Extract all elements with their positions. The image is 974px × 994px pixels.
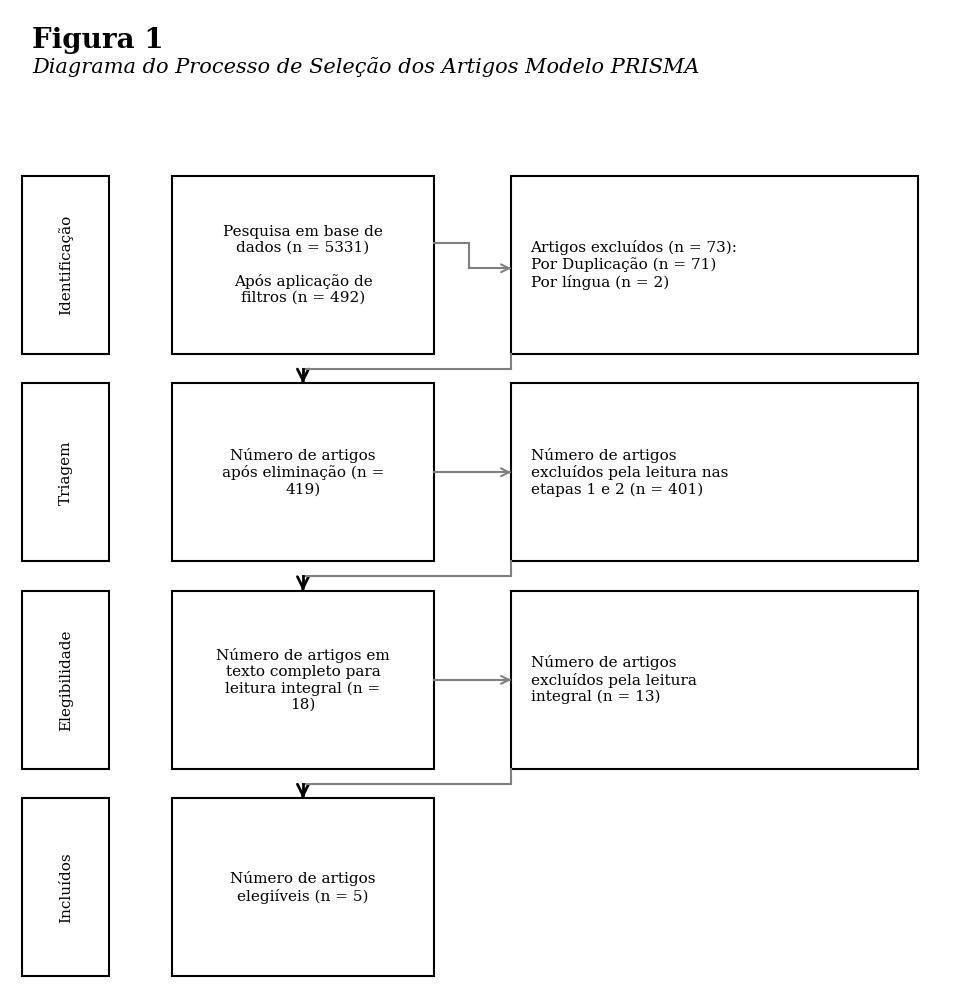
- Text: Número de artigos
excluídos pela leitura nas
etapas 1 e 2 (n = 401): Número de artigos excluídos pela leitura…: [531, 447, 728, 497]
- Text: Elegibilidade: Elegibilidade: [58, 629, 73, 731]
- FancyBboxPatch shape: [511, 590, 918, 768]
- FancyBboxPatch shape: [511, 176, 918, 354]
- Text: Número de artigos
elegiíveis (n = 5): Número de artigos elegiíveis (n = 5): [230, 871, 376, 904]
- Text: Incluídos: Incluídos: [58, 852, 73, 922]
- Text: Número de artigos
após eliminação (n =
419): Número de artigos após eliminação (n = 4…: [222, 448, 384, 497]
- FancyBboxPatch shape: [172, 798, 433, 976]
- Text: Triagem: Triagem: [58, 440, 73, 505]
- Text: Pesquisa em base de
dados (n = 5331)

Após aplicação de
filtros (n = 492): Pesquisa em base de dados (n = 5331) Apó…: [223, 225, 383, 305]
- Text: Artigos excluídos (n = 73):
Por Duplicação (n = 71)
Por língua (n = 2): Artigos excluídos (n = 73): Por Duplicaç…: [531, 240, 737, 289]
- FancyBboxPatch shape: [22, 384, 109, 562]
- Text: Número de artigos em
texto completo para
leitura integral (n =
18): Número de artigos em texto completo para…: [216, 648, 390, 712]
- Text: Diagrama do Processo de Seleção dos Artigos Modelo PRISMA: Diagrama do Processo de Seleção dos Arti…: [32, 57, 699, 78]
- Text: Figura 1: Figura 1: [32, 28, 164, 55]
- FancyBboxPatch shape: [172, 590, 433, 768]
- Text: Identificação: Identificação: [58, 215, 73, 315]
- FancyBboxPatch shape: [22, 590, 109, 768]
- Text: Número de artigos
excluídos pela leitura
integral (n = 13): Número de artigos excluídos pela leitura…: [531, 655, 696, 705]
- FancyBboxPatch shape: [172, 384, 433, 562]
- FancyBboxPatch shape: [22, 176, 109, 354]
- FancyBboxPatch shape: [172, 176, 433, 354]
- FancyBboxPatch shape: [511, 384, 918, 562]
- FancyBboxPatch shape: [22, 798, 109, 976]
